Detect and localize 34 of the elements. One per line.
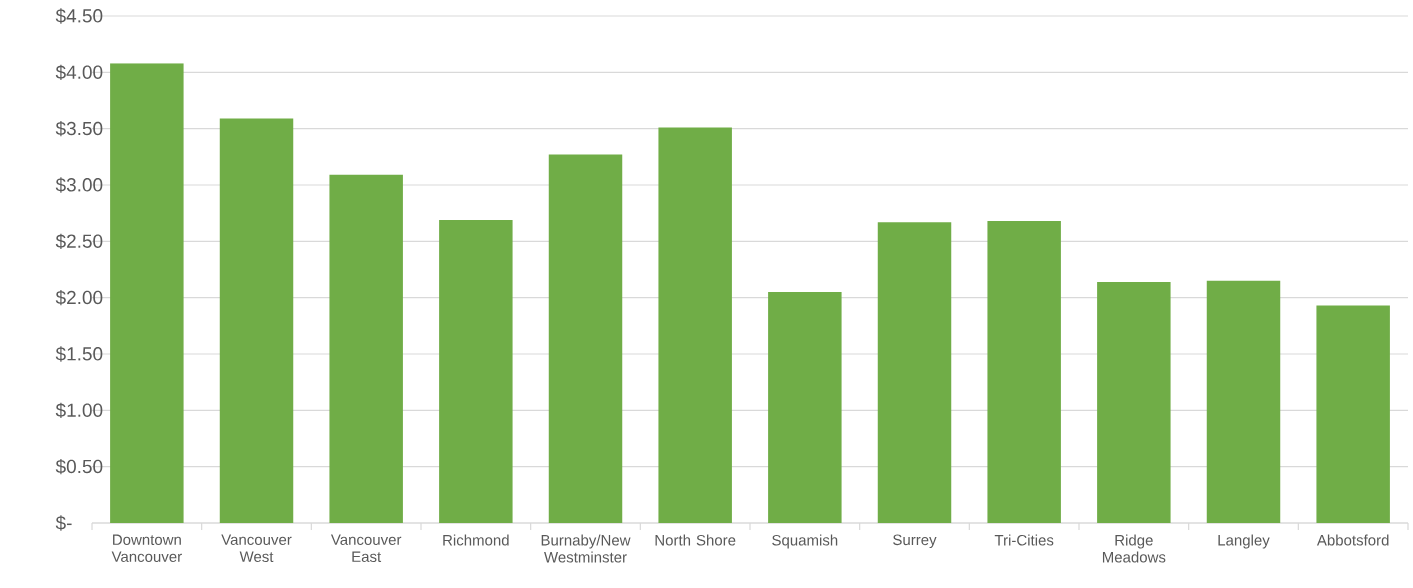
x-tick-label: Squamish — [772, 534, 838, 549]
bar — [877, 222, 952, 523]
x-tick-label: Abbotsford — [1316, 534, 1389, 546]
x-tick-label: Surrey — [893, 534, 937, 549]
y-tick-label: $3.00 — [55, 177, 103, 193]
y-tick-label: $2.50 — [55, 233, 103, 250]
bar — [548, 154, 623, 523]
bar — [768, 292, 842, 523]
bar — [1206, 280, 1281, 523]
y-tick-label: $4.50 — [55, 8, 103, 24]
bar — [110, 63, 184, 523]
bar — [658, 127, 732, 523]
bar — [439, 219, 513, 523]
y-tick-label: $2.00 — [55, 289, 103, 306]
y-tick-label: $1.00 — [55, 402, 103, 419]
bar — [219, 118, 294, 523]
x-tick-label: Langley — [1218, 534, 1270, 549]
y-tick-label: $3.50 — [55, 120, 103, 137]
x-tick-label: Vancouver East — [330, 534, 402, 562]
y-tick-label: $- — [55, 515, 72, 531]
y-tick-label: $1.50 — [55, 346, 103, 362]
x-tick-label: Vancouver West — [221, 534, 292, 562]
x-tick-label: Burnaby/New Westminster — [541, 534, 631, 563]
bar — [1097, 281, 1171, 523]
y-tick-label: $4.00 — [55, 64, 103, 81]
y-tick-label: $0.50 — [55, 458, 103, 475]
x-tick-label: Richmond — [443, 534, 509, 546]
bar — [987, 221, 1061, 523]
x-tick-label: Tri-Cities — [994, 534, 1054, 546]
x-tick-label: Ridge Meadows — [1102, 534, 1166, 563]
x-tick-label: Downtown Vancouver — [111, 534, 182, 562]
bar — [329, 174, 403, 523]
bar — [1316, 305, 1390, 523]
x-tick-label: North Shore — [655, 534, 736, 546]
